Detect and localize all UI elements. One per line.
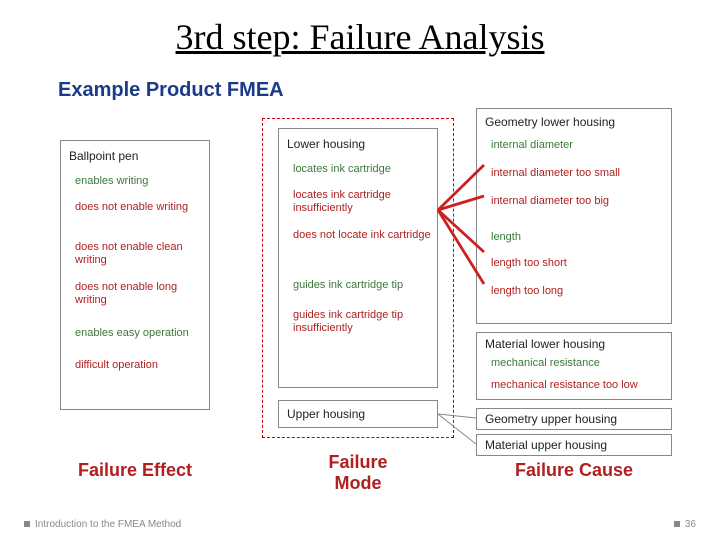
col2a-item-1: locates ink cartridge insufficiently — [293, 189, 433, 215]
bullet-icon — [674, 521, 680, 527]
col1-header: Ballpoint pen — [69, 149, 138, 163]
col3a-item-3: length — [491, 231, 521, 244]
col3a-item-1: internal diameter too small — [491, 167, 620, 180]
slide-subtitle: Example Product FMEA — [58, 78, 284, 102]
col1-item-2: does not enable clean writing — [75, 241, 195, 267]
col3b-item-1: mechanical resistance too low — [491, 379, 638, 392]
page-number: 36 — [674, 519, 696, 530]
col3a-item-4: length too short — [491, 257, 567, 270]
col2a-item-3: guides ink cartridge tip — [293, 279, 433, 292]
label-failure-cause: Failure Cause — [476, 460, 672, 481]
slide-container: 3rd step: Failure Analysis Example Produ… — [0, 0, 720, 540]
col1-item-1: does not enable writing — [75, 201, 195, 214]
failure-effect-box: Ballpoint pen enables writing does not e… — [60, 140, 210, 410]
col2b-header: Upper housing — [287, 407, 365, 421]
failure-mode-box-lower: Lower housing locates ink cartridge loca… — [278, 128, 438, 388]
bullet-icon — [24, 521, 30, 527]
col3a-item-5: length too long — [491, 285, 563, 298]
col2a-item-2: does not locate ink cartridge — [293, 229, 433, 242]
failure-cause-box-mat-lower: Material lower housing mechanical resist… — [476, 332, 672, 400]
col1-item-0: enables writing — [75, 175, 148, 188]
failure-cause-box-geom-upper: Geometry upper housing — [476, 408, 672, 430]
col1-item-4: enables easy operation — [75, 327, 189, 340]
label-failure-effect: Failure Effect — [60, 460, 210, 481]
col2a-item-0: locates ink cartridge — [293, 163, 433, 176]
failure-cause-box-geom-lower: Geometry lower housing internal diameter… — [476, 108, 672, 324]
col3d-header: Material upper housing — [485, 438, 607, 452]
col3b-item-0: mechanical resistance — [491, 357, 600, 370]
col1-item-3: does not enable long writing — [75, 281, 195, 307]
footer-text: Introduction to the FMEA Method — [24, 519, 181, 530]
col1-item-5: difficult operation — [75, 359, 158, 372]
col3a-item-0: internal diameter — [491, 139, 573, 152]
slide-title: 3rd step: Failure Analysis — [0, 16, 720, 58]
col3a-item-2: internal diameter too big — [491, 195, 609, 208]
col3b-header: Material lower housing — [485, 337, 605, 351]
footer-label: Introduction to the FMEA Method — [35, 519, 181, 530]
col3a-header: Geometry lower housing — [485, 115, 615, 129]
page-number-value: 36 — [685, 519, 696, 530]
col3c-header: Geometry upper housing — [485, 412, 617, 426]
col2a-header: Lower housing — [287, 137, 365, 151]
failure-mode-box-upper: Upper housing — [278, 400, 438, 428]
col2a-item-4: guides ink cartridge tip insufficiently — [293, 309, 433, 335]
failure-cause-box-mat-upper: Material upper housing — [476, 434, 672, 456]
label-failure-mode: Failure Mode — [278, 452, 438, 494]
